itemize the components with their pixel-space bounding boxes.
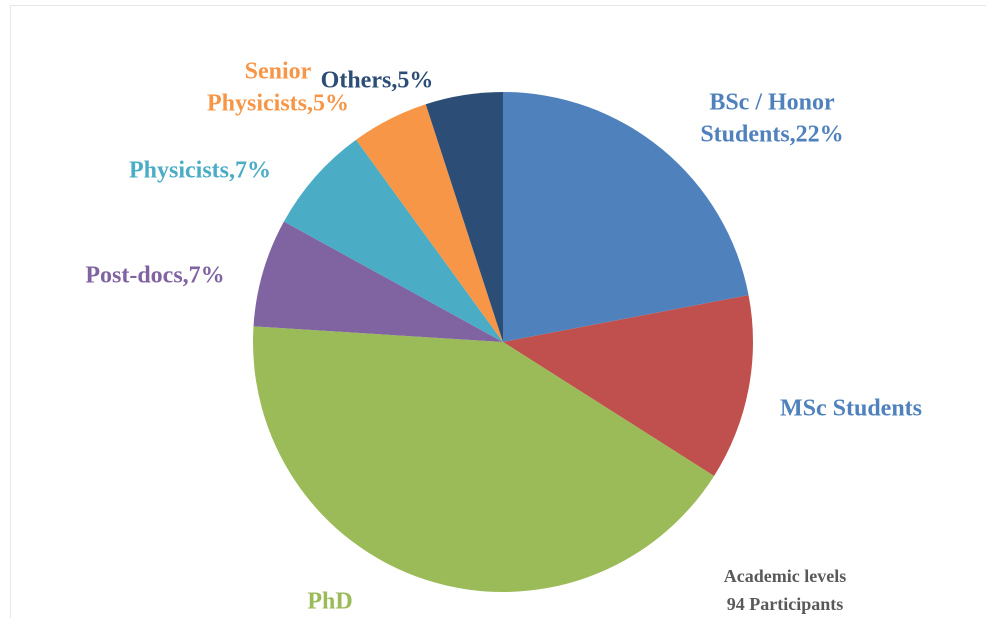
pie-slice bbox=[503, 92, 749, 342]
slice-label: Others,5% bbox=[321, 68, 434, 94]
chart-frame bbox=[10, 5, 986, 618]
slice-label: Students,22% bbox=[700, 122, 843, 148]
pie-slice bbox=[425, 92, 503, 342]
annotation: 94 Participants bbox=[727, 594, 844, 614]
slice-label: Physicists,7% bbox=[129, 158, 271, 184]
annotation: Academic levels bbox=[724, 566, 846, 586]
pie-slice bbox=[356, 104, 503, 342]
pie-slice bbox=[253, 221, 503, 342]
slice-label: MSc Students bbox=[780, 396, 922, 422]
slice-label: BSc / Honor bbox=[709, 90, 835, 116]
pie-slice bbox=[283, 139, 503, 342]
slice-label: Physicists,5% bbox=[207, 91, 349, 117]
pie-slice bbox=[503, 295, 753, 476]
pie-slice bbox=[253, 326, 715, 592]
slice-label: Post-docs,7% bbox=[85, 263, 224, 289]
slice-label: PhD bbox=[307, 589, 352, 615]
slice-label: Senior bbox=[245, 59, 312, 85]
